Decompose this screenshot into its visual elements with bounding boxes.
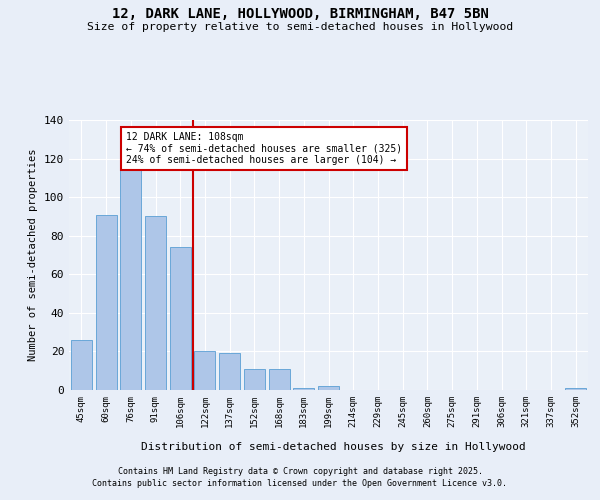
Bar bbox=[269, 369, 290, 390]
Bar bbox=[71, 340, 92, 390]
Bar bbox=[565, 388, 586, 390]
Bar bbox=[145, 216, 166, 390]
Bar bbox=[219, 354, 240, 390]
Text: 12 DARK LANE: 108sqm
← 74% of semi-detached houses are smaller (325)
24% of semi: 12 DARK LANE: 108sqm ← 74% of semi-detac… bbox=[126, 132, 402, 165]
Text: 12, DARK LANE, HOLLYWOOD, BIRMINGHAM, B47 5BN: 12, DARK LANE, HOLLYWOOD, BIRMINGHAM, B4… bbox=[112, 8, 488, 22]
Bar bbox=[95, 214, 116, 390]
Text: Contains HM Land Registry data © Crown copyright and database right 2025.: Contains HM Land Registry data © Crown c… bbox=[118, 467, 482, 476]
Y-axis label: Number of semi-detached properties: Number of semi-detached properties bbox=[28, 149, 38, 361]
Text: Contains public sector information licensed under the Open Government Licence v3: Contains public sector information licen… bbox=[92, 478, 508, 488]
Text: Distribution of semi-detached houses by size in Hollywood: Distribution of semi-detached houses by … bbox=[140, 442, 526, 452]
Bar bbox=[318, 386, 339, 390]
Bar bbox=[293, 388, 314, 390]
Text: Size of property relative to semi-detached houses in Hollywood: Size of property relative to semi-detach… bbox=[87, 22, 513, 32]
Bar bbox=[194, 352, 215, 390]
Bar bbox=[120, 140, 141, 390]
Bar bbox=[170, 248, 191, 390]
Bar bbox=[244, 369, 265, 390]
